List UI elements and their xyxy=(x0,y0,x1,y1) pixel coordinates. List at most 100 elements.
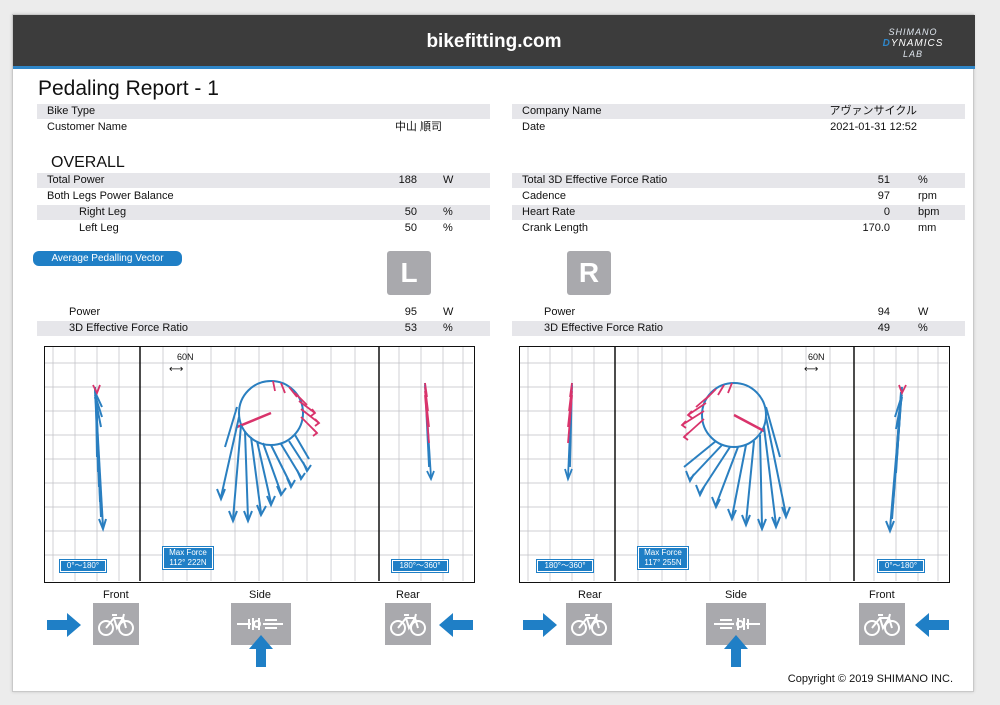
right-power-label: Power xyxy=(544,306,576,318)
left-efr-value: 53 xyxy=(404,322,417,334)
left-rear-vectors xyxy=(424,382,435,482)
right-front-vectors xyxy=(885,386,903,534)
heart-rate-row: Heart Rate 0 bpm xyxy=(512,205,965,220)
left-max-force-tag: Max Force 112° 222N xyxy=(162,546,214,570)
logo-bottom: LAB xyxy=(902,49,923,59)
balance-row: Both Legs Power Balance xyxy=(37,189,490,204)
report-page: bikefitting.com SHIMANO DYNAMICS LAB Ped… xyxy=(12,14,975,692)
total-3d-unit: % xyxy=(918,174,928,186)
left-leg-value: 50 xyxy=(404,222,417,234)
copyright-text: Copyright © 2019 SHIMANO INC. xyxy=(787,673,953,685)
left-leg-row: Left Leg 50 % xyxy=(37,221,490,236)
left-grid xyxy=(45,347,473,581)
left-power-unit: W xyxy=(443,306,454,318)
logo-top: SHIMANO xyxy=(888,27,938,37)
left-power-label: Power xyxy=(69,306,101,318)
right-power-row: Power 94 W xyxy=(512,305,965,320)
right-leg-label: Right Leg xyxy=(79,206,127,218)
total-3d-label: Total 3D Effective Force Ratio xyxy=(522,174,668,186)
right-view-front-label: Front xyxy=(869,589,895,601)
arrow-left-icon xyxy=(439,613,473,637)
left-side-vectors xyxy=(216,380,321,524)
right-leg-unit: % xyxy=(443,206,453,218)
heart-rate-value: 0 xyxy=(883,206,890,218)
overall-heading: OVERALL xyxy=(51,154,125,171)
right-rear-vectors xyxy=(564,382,573,482)
total-power-row: Total Power 188 W xyxy=(37,173,490,188)
right-view-rear-label: Rear xyxy=(578,589,602,601)
right-efr-value: 49 xyxy=(877,322,890,334)
arrow-right-icon xyxy=(47,613,81,637)
right-power-value: 94 xyxy=(877,306,890,318)
heart-rate-label: Heart Rate xyxy=(522,206,576,218)
right-efr-row: 3D Effective Force Ratio 49 % xyxy=(512,321,965,336)
customer-row: Customer Name 中山 順司 xyxy=(37,120,490,135)
left-vector-svg xyxy=(45,347,473,581)
header-bar: bikefitting.com SHIMANO DYNAMICS LAB xyxy=(13,15,975,69)
right-max-force-label: Max Force xyxy=(644,548,682,557)
left-scale-arrow: ⟷ xyxy=(169,364,184,375)
right-vector-chart: 60N ⟷ 180°～360° Max Force 117° 255N 0°～1… xyxy=(519,346,950,583)
arrow-up-icon-2 xyxy=(724,635,748,667)
arrow-left-icon-2 xyxy=(915,613,949,637)
average-pedalling-vector-tab[interactable]: Average Pedalling Vector xyxy=(33,251,182,266)
left-side-badge: L xyxy=(387,251,431,295)
left-leg-label: Left Leg xyxy=(79,222,119,234)
crank-length-value: 170.0 xyxy=(862,222,890,234)
right-scale-label: 60N xyxy=(808,352,825,362)
cadence-unit: rpm xyxy=(918,190,937,202)
left-efr-unit: % xyxy=(443,322,453,334)
left-view-front-label: Front xyxy=(103,589,129,601)
right-max-force-value: 117° 255N xyxy=(644,558,682,567)
crank-length-unit: mm xyxy=(918,222,937,234)
right-leg-row: Right Leg 50 % xyxy=(37,205,490,220)
total-power-unit: W xyxy=(443,174,454,186)
arrow-right-icon-2 xyxy=(523,613,557,637)
brand-logo: SHIMANO DYNAMICS LAB xyxy=(873,27,953,60)
bike-side-top-icon xyxy=(231,603,291,645)
right-efr-unit: % xyxy=(918,322,928,334)
logo-mid: DYNAMICS xyxy=(882,38,944,49)
company-label: Company Name xyxy=(522,105,602,117)
total-3d-value: 51 xyxy=(877,174,890,186)
arrow-up-icon xyxy=(249,635,273,667)
left-power-value: 95 xyxy=(404,306,417,318)
bike-rear-icon xyxy=(385,603,431,645)
right-power-unit: W xyxy=(918,306,929,318)
bike-rear-right-icon xyxy=(566,603,612,645)
left-scale-label: 60N xyxy=(177,352,194,362)
bike-type-label: Bike Type xyxy=(47,105,96,117)
customer-label: Customer Name xyxy=(47,121,128,133)
left-view-side-label: Side xyxy=(249,589,272,601)
left-leg-unit: % xyxy=(443,222,453,234)
date-value: 2021-01-31 12:52 xyxy=(830,121,917,133)
cadence-label: Cadence xyxy=(522,190,567,202)
left-vector-chart: 60N ⟷ 0°～180° Max Force 112° 222N 180°～3… xyxy=(44,346,475,583)
right-rear-range-tag: 180°～360° xyxy=(536,559,594,573)
left-efr-row: 3D Effective Force Ratio 53 % xyxy=(37,321,490,336)
right-vector-svg xyxy=(520,347,948,581)
customer-value: 中山 順司 xyxy=(394,121,442,133)
right-leg-value: 50 xyxy=(404,206,417,218)
right-scale-arrow: ⟷ xyxy=(804,364,819,375)
bike-type-row: Bike Type xyxy=(37,104,490,119)
left-power-row: Power 95 W xyxy=(37,305,490,320)
company-value: アヴァンサイクル xyxy=(829,105,917,117)
right-side-badge: R xyxy=(567,251,611,295)
date-label: Date xyxy=(522,121,546,133)
total-power-label: Total Power xyxy=(47,174,105,186)
right-side-vectors xyxy=(680,382,791,532)
cadence-row: Cadence 97 rpm xyxy=(512,189,965,204)
left-view-rear-label: Rear xyxy=(396,589,420,601)
right-view-side-label: Side xyxy=(725,589,748,601)
total-power-value: 188 xyxy=(398,174,417,186)
right-front-range-tag: 0°～180° xyxy=(877,559,925,573)
crank-length-label: Crank Length xyxy=(522,222,589,234)
site-title[interactable]: bikefitting.com xyxy=(426,31,562,52)
right-max-force-tag: Max Force 117° 255N xyxy=(637,546,689,570)
cadence-value: 97 xyxy=(877,190,890,202)
company-row: Company Name アヴァンサイクル xyxy=(512,104,965,119)
total-3d-row: Total 3D Effective Force Ratio 51 % xyxy=(512,173,965,188)
balance-label: Both Legs Power Balance xyxy=(47,190,174,202)
crank-length-row: Crank Length 170.0 mm xyxy=(512,221,965,236)
